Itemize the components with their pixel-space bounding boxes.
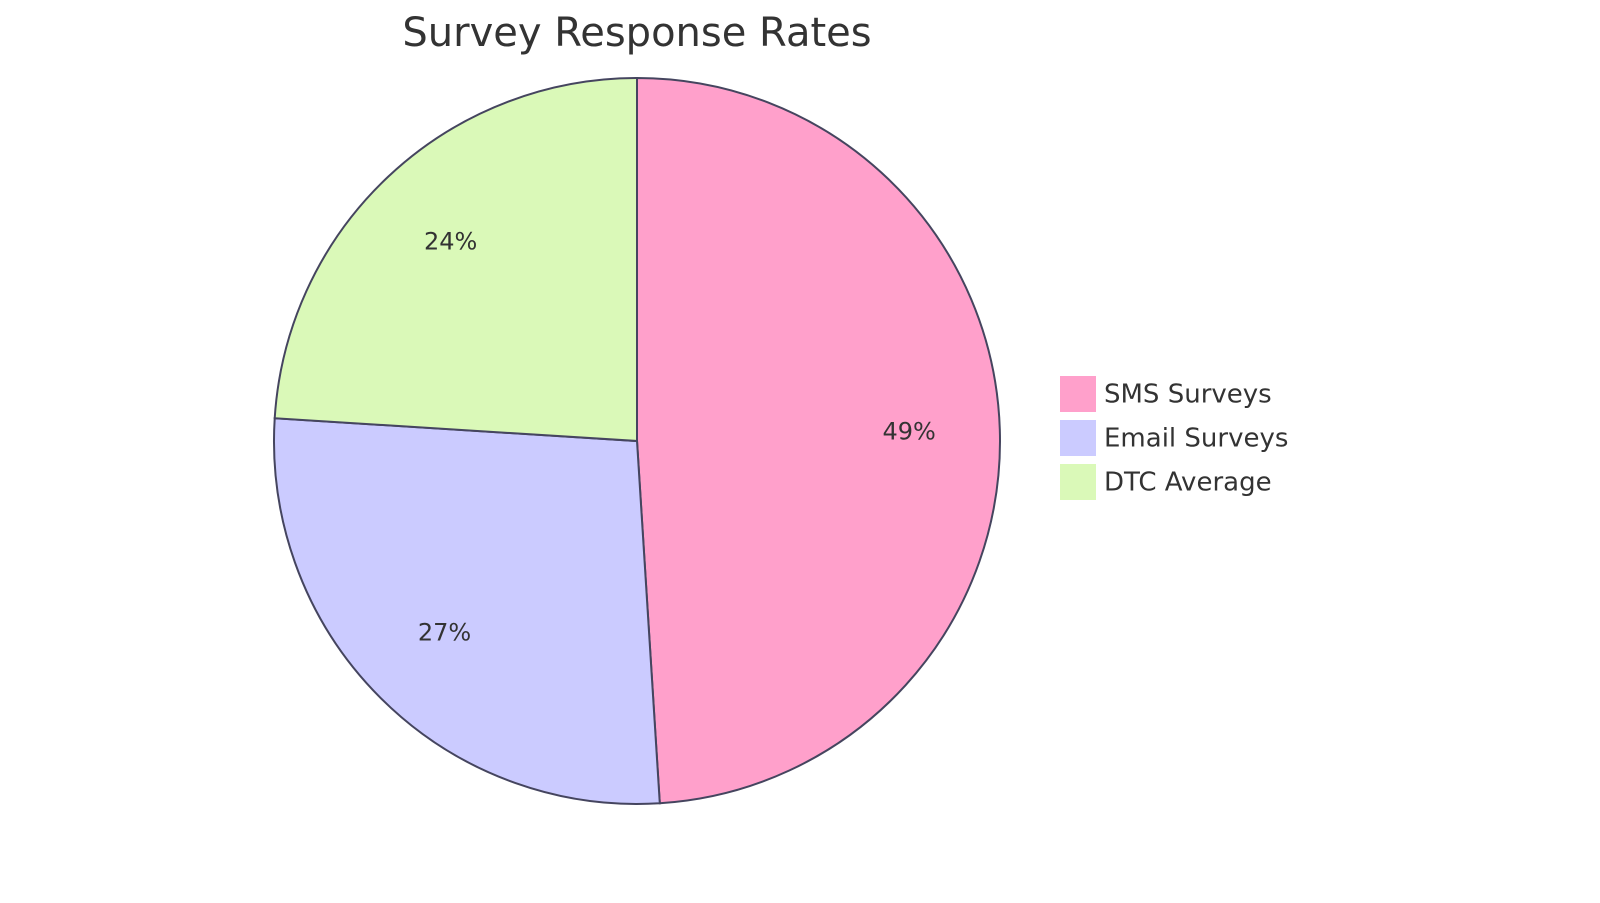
slice-label: 49% [882, 417, 935, 445]
legend-label: DTC Average [1104, 468, 1272, 498]
slice-label: 27% [418, 619, 471, 647]
pie-slice [273, 417, 661, 805]
slice-label: 24% [424, 228, 477, 256]
pie-slice [636, 76, 1001, 805]
legend-swatch [1060, 420, 1096, 456]
legend-swatch [1060, 464, 1096, 500]
pie-slice [273, 76, 638, 443]
legend-swatch [1060, 376, 1096, 412]
legend-label: Email Surveys [1104, 424, 1288, 454]
chart-title: Survey Response Rates [402, 10, 871, 56]
legend-label: SMS Surveys [1104, 380, 1272, 410]
